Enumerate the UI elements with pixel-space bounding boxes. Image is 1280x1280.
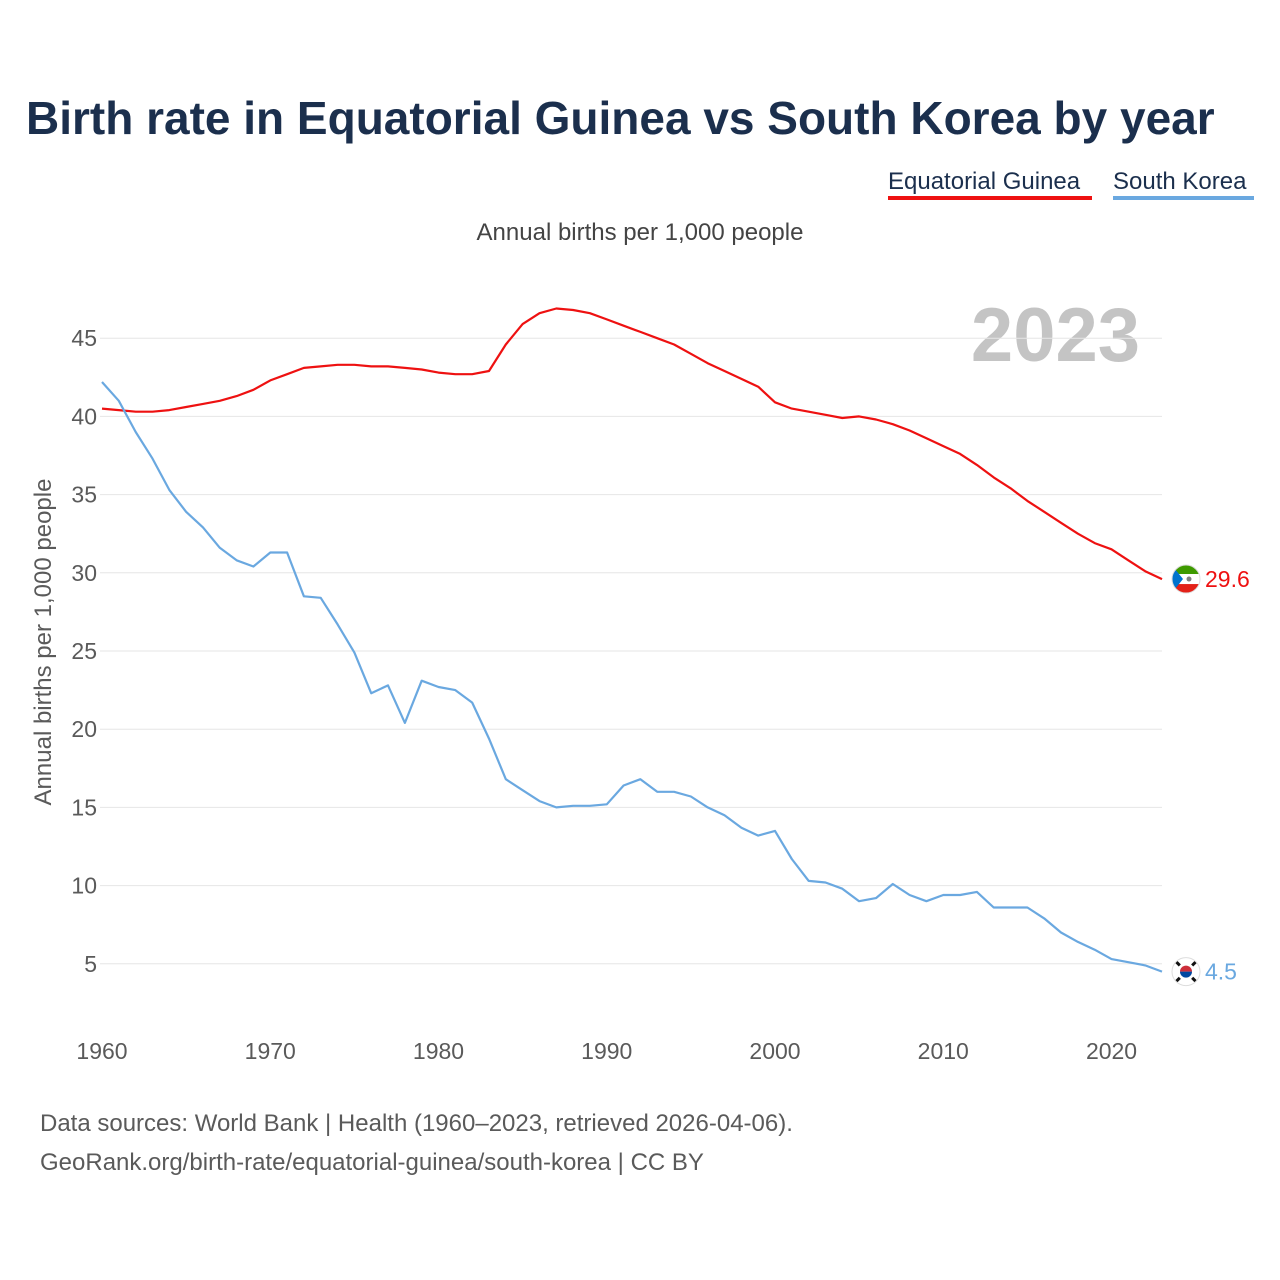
y-tick-label: 20 — [71, 716, 97, 742]
chart-subtitle: Annual births per 1,000 people — [477, 219, 804, 246]
series-lines — [101, 307, 1163, 973]
legend: Equatorial Guinea South Korea — [888, 168, 1254, 200]
y-axis-ticks: 5 10 15 20 25 30 35 40 45 — [71, 325, 97, 977]
legend-swatch-south-korea — [1113, 196, 1254, 200]
x-tick-label: 1960 — [76, 1038, 127, 1064]
y-tick-label: 45 — [71, 325, 97, 351]
current-year-watermark: 2023 — [971, 293, 1140, 378]
y-tick-label: 30 — [71, 560, 97, 586]
x-axis-ticks: 1960 1970 1980 1990 2000 2010 2020 — [76, 1038, 1137, 1064]
legend-swatch-equatorial-guinea — [888, 196, 1092, 200]
x-tick-label: 2020 — [1086, 1038, 1137, 1064]
legend-item-south-korea[interactable]: South Korea — [1113, 168, 1247, 195]
source-note: Data sources: World Bank | Health (1960–… — [40, 1110, 793, 1137]
x-tick-label: 1970 — [245, 1038, 296, 1064]
equatorial-guinea-flag-icon — [1171, 564, 1201, 594]
source-link[interactable]: GeoRank.org/birth-rate/equatorial-guinea… — [40, 1149, 704, 1176]
series-end-value-label: 29.6 — [1205, 566, 1250, 592]
y-axis-label: Annual births per 1,000 people — [30, 479, 57, 806]
series-end-value-label: 4.5 — [1205, 959, 1237, 985]
series-end-markers: 29.6 4.5 — [1171, 564, 1250, 987]
chart-title: Birth rate in Equatorial Guinea vs South… — [26, 92, 1215, 144]
series-line-equatorial-guinea[interactable] — [101, 307, 1163, 581]
x-tick-label: 2010 — [918, 1038, 969, 1064]
gridlines — [100, 337, 1162, 965]
legend-item-equatorial-guinea[interactable]: Equatorial Guinea — [888, 168, 1081, 195]
y-tick-label: 5 — [84, 951, 97, 977]
south-korea-flag-icon — [1171, 957, 1201, 987]
y-tick-label: 40 — [71, 403, 97, 429]
x-tick-label: 1980 — [413, 1038, 464, 1064]
series-line-south-korea[interactable] — [101, 381, 1163, 973]
y-tick-label: 35 — [71, 482, 97, 508]
y-tick-label: 15 — [71, 794, 97, 820]
y-tick-label: 10 — [71, 873, 97, 899]
x-tick-label: 1990 — [581, 1038, 632, 1064]
x-tick-label: 2000 — [749, 1038, 800, 1064]
y-tick-label: 25 — [71, 638, 97, 664]
